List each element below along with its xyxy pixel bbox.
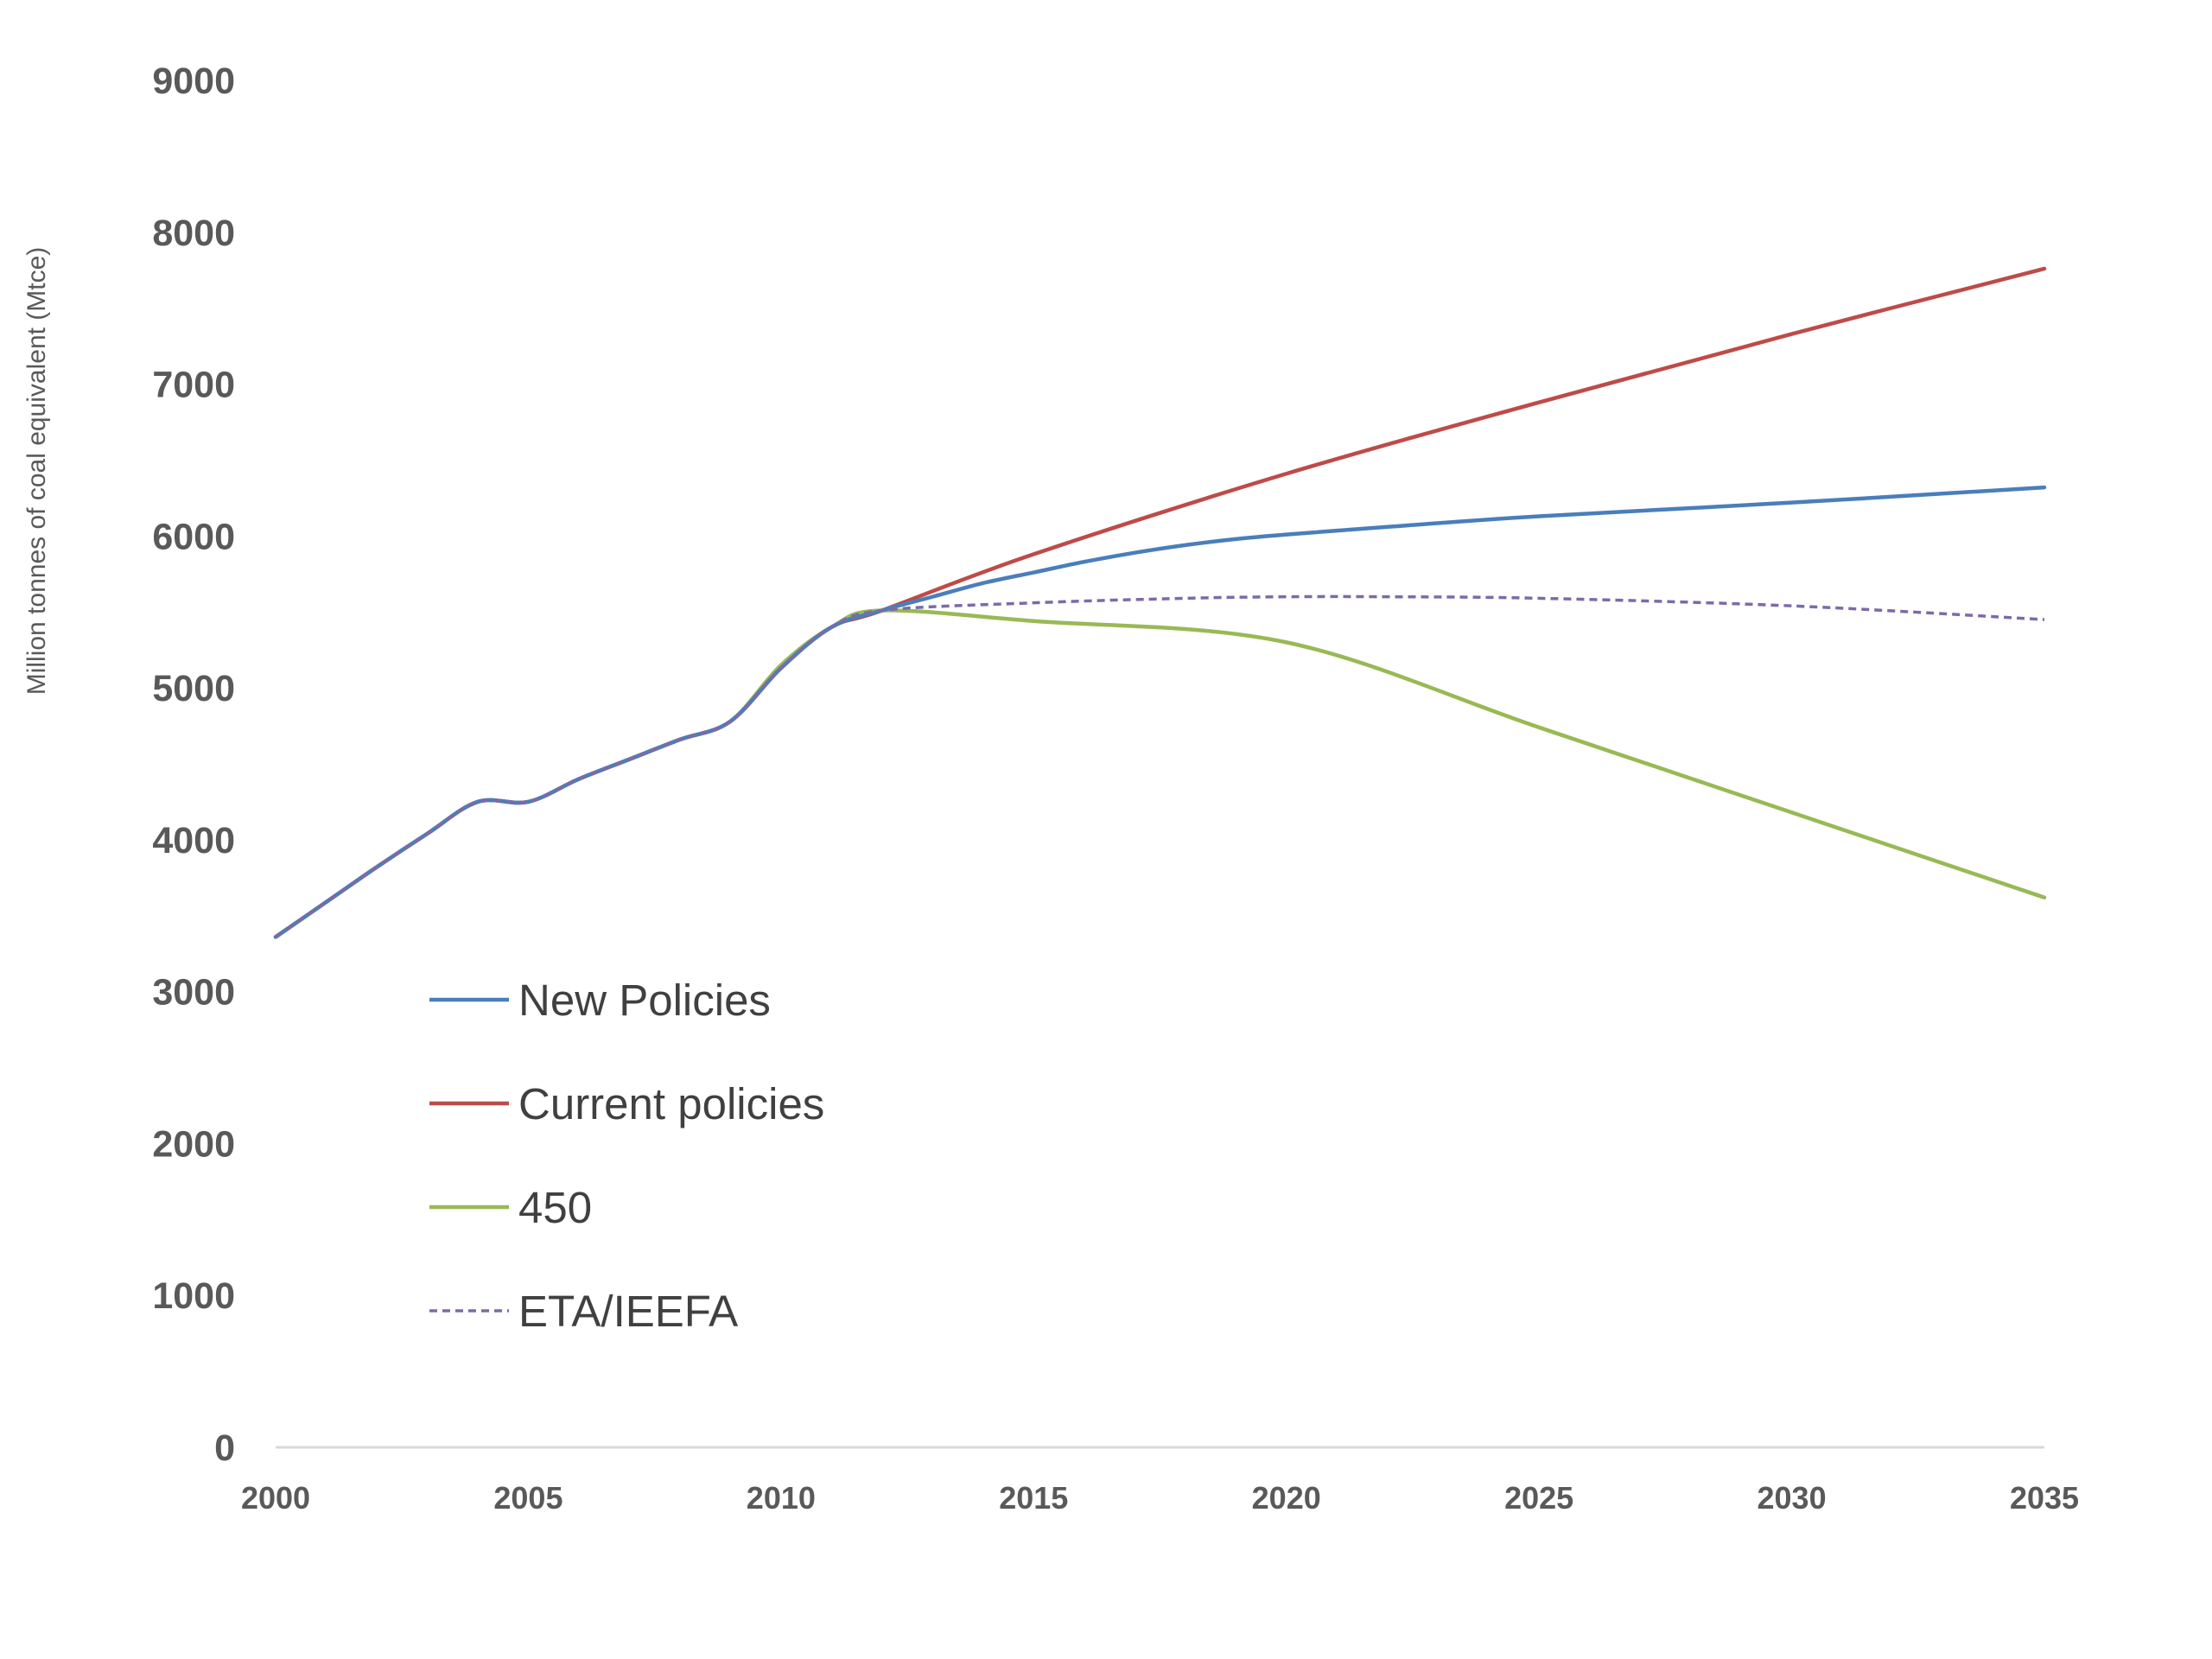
legend-label: Current policies xyxy=(518,1079,824,1128)
x-tick-label: 2015 xyxy=(999,1480,1068,1516)
series-line-eta-ieefa xyxy=(275,594,2045,938)
legend-item-eta-ieefa: ETA/IEEFA xyxy=(429,1287,738,1336)
y-tick-label: 7000 xyxy=(152,365,235,406)
legend: New Policies Current policies 450 ETA/IEEFA xyxy=(429,976,824,1336)
x-tick-label: 2005 xyxy=(493,1480,563,1516)
x-tick-label: 2030 xyxy=(1758,1480,1827,1516)
y-tick-label: 4000 xyxy=(152,820,235,861)
y-axis-title: Million tonnes of coal equivalent (Mtce) xyxy=(22,247,51,696)
y-tick-label: 0 xyxy=(214,1427,235,1469)
y-tick-label: 9000 xyxy=(152,60,235,102)
x-tick-label: 2010 xyxy=(747,1480,816,1516)
series-line-current-policies xyxy=(273,266,2047,939)
x-tick-label: 2000 xyxy=(241,1480,310,1516)
legend-label: New Policies xyxy=(518,976,771,1025)
y-tick-label: 8000 xyxy=(152,213,235,254)
x-tick-label: 2025 xyxy=(1504,1480,1573,1516)
series-line-new-policies xyxy=(273,485,2047,939)
y-tick-labels: 0 1000 2000 3000 4000 5000 6000 7000 8000 9000 xyxy=(152,60,235,1469)
series-line-450 xyxy=(273,608,2047,939)
y-tick-label: 6000 xyxy=(152,516,235,557)
x-tick-label: 2020 xyxy=(1252,1480,1321,1516)
y-tick-label: 2000 xyxy=(152,1123,235,1165)
legend-item-450: 450 xyxy=(429,1183,592,1232)
y-tick-label: 1000 xyxy=(152,1275,235,1317)
x-tick-labels: 2000 2005 2010 2015 2020 2025 2030 2035 xyxy=(241,1480,2079,1516)
legend-label: ETA/IEEFA xyxy=(518,1287,738,1336)
y-tick-label: 3000 xyxy=(152,972,235,1014)
x-tick-label: 2035 xyxy=(2010,1480,2079,1516)
series-lines xyxy=(273,266,2047,939)
y-axis-label: Million tonnes of coal equivalent (Mtce) xyxy=(22,247,51,696)
legend-item-new-policies: New Policies xyxy=(429,976,771,1025)
y-tick-label: 5000 xyxy=(152,668,235,709)
legend-label: 450 xyxy=(518,1183,592,1232)
legend-item-current-policies: Current policies xyxy=(429,1079,824,1128)
